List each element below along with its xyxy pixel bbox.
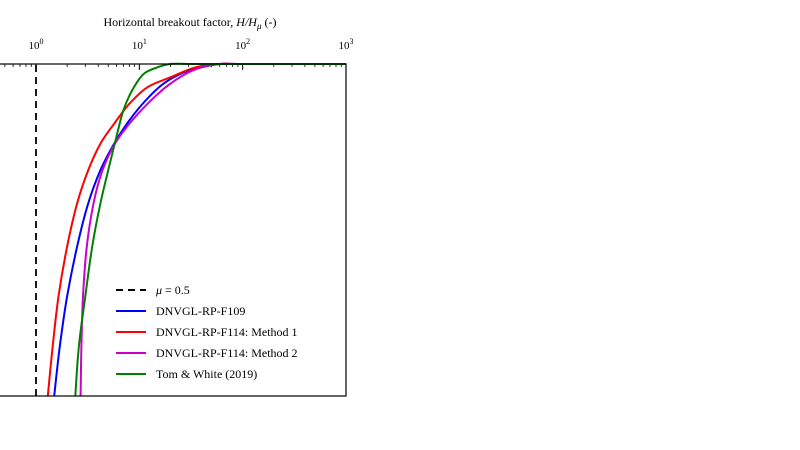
x-tick-label: 100 [29, 37, 44, 52]
legend-label-3: DNVGL-RP-F114: Method 2 [156, 346, 298, 360]
legend-label-1: DNVGL-RP-F109 [156, 304, 245, 318]
legend-label-4: Tom & White (2019) [156, 367, 257, 381]
legend-label-2: DNVGL-RP-F114: Method 1 [156, 325, 298, 339]
x-axis-title: Horizontal breakout factor, H/Hμ (-) [104, 15, 277, 31]
plot-frame [0, 63, 347, 397]
legend: μ = 0.5 DNVGL-RP-F109 DNVGL-RP-F114: Metho… [116, 283, 298, 381]
legend-label-0: μ = 0.5 [155, 283, 190, 297]
x-tick-label: 102 [235, 37, 250, 52]
x-tick-label: 101 [132, 37, 147, 52]
x-tick-label: 103 [339, 37, 354, 52]
